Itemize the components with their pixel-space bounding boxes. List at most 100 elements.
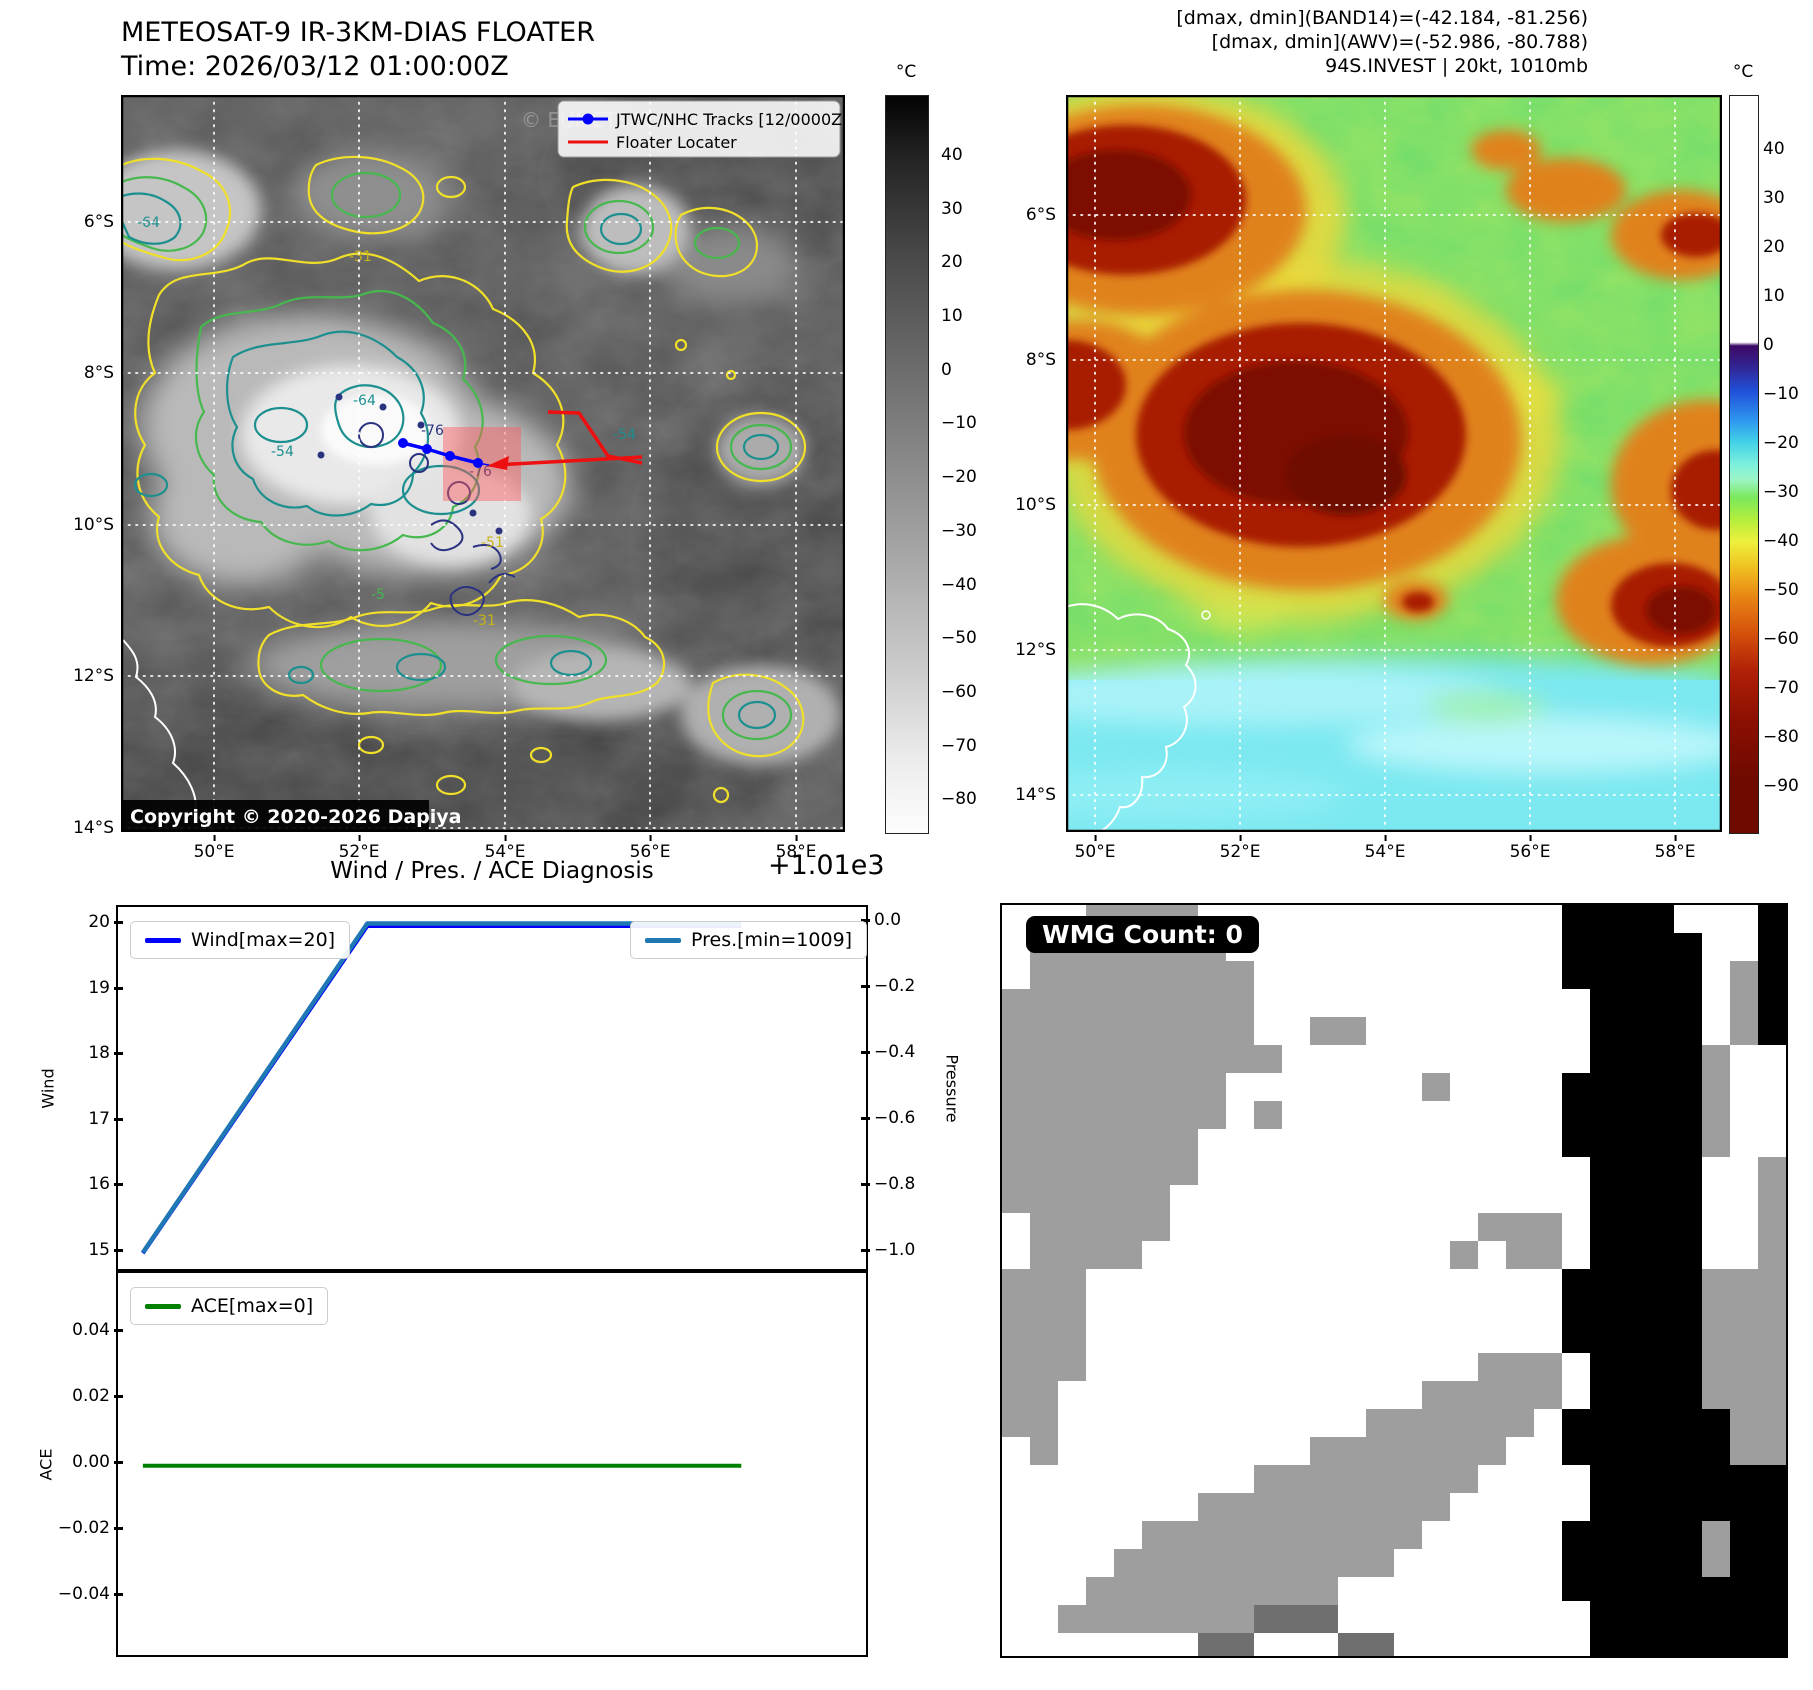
tick-label: −80 xyxy=(941,789,977,809)
tick-label: 40 xyxy=(1763,139,1785,159)
tick-label: −20 xyxy=(1763,433,1799,453)
dmax-dmin-band14: [dmax, dmin](BAND14)=(-42.184, -81.256) xyxy=(1176,7,1588,29)
coastline xyxy=(1066,603,1197,832)
right-map-frame xyxy=(1066,95,1722,832)
tick-label: 8°S xyxy=(1025,350,1056,370)
contour-label: -64 xyxy=(137,215,160,231)
tick-label: −50 xyxy=(1763,580,1799,600)
wind-pres-plot xyxy=(141,921,742,1255)
tick-label: −40 xyxy=(1763,531,1799,551)
right-panel-header: [dmax, dmin](BAND14)=(-42.184, -81.256) … xyxy=(1000,6,1588,78)
wind-legend-label: Wind[max=20] xyxy=(191,929,336,951)
right-colorbar-unit: °C xyxy=(1732,62,1754,82)
left-map-frame xyxy=(121,95,845,832)
wind-axis-label: Wind xyxy=(38,1068,58,1109)
tick-label: 58°E xyxy=(1654,835,1696,862)
contour-label: -5 xyxy=(371,587,385,603)
contour-labels: -64 -31 -64 -54 -76 -76 -54 -51 -31 -5 xyxy=(137,215,636,629)
wind-series-line xyxy=(141,924,742,1255)
tick-label: 20 xyxy=(941,252,963,272)
tick-label: −0.8 xyxy=(860,1174,916,1194)
pressure-legend-label: Pres.[min=1009] xyxy=(691,929,853,951)
pressure-axis-label: Pressure xyxy=(942,1054,962,1123)
tick-label: 0 xyxy=(941,360,952,380)
tick-label: 10 xyxy=(1763,286,1785,306)
tick-label: 8°S xyxy=(83,363,114,383)
wind-pres-subplot-frame xyxy=(116,905,868,1271)
wmg-count-badge: WMG Count: 0 xyxy=(1026,916,1259,953)
pressure-legend: Pres.[min=1009] xyxy=(630,921,868,959)
tick-label: −60 xyxy=(941,682,977,702)
jtwc-track xyxy=(398,438,500,468)
tick-label: −0.02 xyxy=(57,1518,124,1538)
tick-label: 54°E xyxy=(484,835,526,862)
ace-plot xyxy=(142,1463,742,1468)
invest-status: 94S.INVEST | 20kt, 1010mb xyxy=(1325,55,1588,77)
tick-label: −30 xyxy=(1763,482,1799,502)
wind-axis-ticks: 20 19 18 17 16 15 xyxy=(40,905,123,1271)
tick-label: 56°E xyxy=(629,835,671,862)
tick-label: 54°E xyxy=(1364,835,1406,862)
contour-label: -51 xyxy=(481,535,504,551)
tick-label: 52°E xyxy=(1219,835,1261,862)
tick-label: −20 xyxy=(941,467,977,487)
pressure-legend-swatch xyxy=(645,937,681,943)
ir-grayscale-map: -64 -31 -64 -54 -76 -76 -54 -51 -31 -5 xyxy=(121,95,845,832)
left-colorbar-unit: °C xyxy=(895,62,917,82)
tick-label: −0.2 xyxy=(860,976,916,996)
contour-label: -31 xyxy=(473,613,496,629)
contour-label: -54 xyxy=(613,427,636,443)
tick-label: 0 xyxy=(1763,335,1774,355)
tick-label: −50 xyxy=(941,628,977,648)
contour-label: -54 xyxy=(271,444,294,460)
ace-axis-ticks: 0.04 0.02 0.00 −0.02 −0.04 xyxy=(40,1271,124,1657)
page-title: METEOSAT-9 IR-3KM-DIAS FLOATER xyxy=(121,17,596,48)
tick-label: 15 xyxy=(88,1240,123,1260)
contour-label: -64 xyxy=(353,393,376,409)
tick-label: 20 xyxy=(88,912,123,932)
wind-legend-swatch xyxy=(145,937,181,943)
tick-label: 50°E xyxy=(193,835,235,862)
right-colorbar xyxy=(1729,95,1759,834)
tick-label: 52°E xyxy=(338,835,380,862)
tick-label: 20 xyxy=(1763,237,1785,257)
tick-label: 56°E xyxy=(1509,835,1551,862)
ir-contours xyxy=(121,155,807,804)
tick-label: −0.04 xyxy=(57,1584,124,1604)
contour-label: -31 xyxy=(349,249,372,265)
chart-title: Wind / Pres. / ACE Diagnosis xyxy=(330,858,654,884)
left-panel-title-block: METEOSAT-9 IR-3KM-DIAS FLOATER Time: 202… xyxy=(121,16,595,84)
right-map-lat-ticks: 6°S 8°S 10°S 12°S 14°S xyxy=(984,95,1056,832)
page-subtitle: Time: 2026/03/12 01:00:00Z xyxy=(121,51,509,82)
tick-label: 30 xyxy=(1763,188,1785,208)
axis-offset-text: +1.01e3 xyxy=(768,850,885,881)
wmg-mask xyxy=(1002,905,1786,1656)
tick-label: 14°S xyxy=(73,818,114,838)
pressure-series-line xyxy=(141,921,742,1254)
tick-label: 18 xyxy=(88,1043,123,1063)
tick-label: −10 xyxy=(1763,384,1799,404)
legend-tracks-label: JTWC/NHC Tracks [12/0000Z] xyxy=(615,110,845,129)
tick-label: −40 xyxy=(941,575,977,595)
tick-label: 10°S xyxy=(1015,495,1056,515)
ace-legend-swatch xyxy=(145,1303,181,1309)
tick-label: −0.6 xyxy=(860,1108,916,1128)
left-map-lon-ticks: 50°E 52°E 54°E 56°E 58°E xyxy=(121,835,845,862)
right-map-lon-ticks: 50°E 52°E 54°E 56°E 58°E xyxy=(1066,835,1722,862)
tick-label: 17 xyxy=(88,1109,123,1129)
contour-label: -76 xyxy=(469,464,492,480)
ace-legend: ACE[max=0] xyxy=(130,1287,329,1325)
pressure-axis-ticks: 0.0 −0.2 −0.4 −0.6 −0.8 −1.0 xyxy=(860,905,950,1271)
tick-label: −90 xyxy=(1763,776,1799,796)
ir-enhanced-map xyxy=(1066,95,1722,832)
tick-label: −1.0 xyxy=(860,1240,916,1260)
right-colorbar-ticks: 40 30 20 10 0 −10 −20 −30 −40 −50 −60 −70 −80 −90 xyxy=(1763,95,1813,832)
left-map-lat-ticks: 6°S 8°S 10°S 12°S 14°S xyxy=(36,95,114,838)
tick-label: 10°S xyxy=(73,515,114,535)
tick-label: −60 xyxy=(1763,629,1799,649)
tick-label: 12°S xyxy=(1015,640,1056,660)
tick-label: 10 xyxy=(941,306,963,326)
tick-label: 30 xyxy=(941,199,963,219)
tick-label: 19 xyxy=(88,978,123,998)
contour-label: -76 xyxy=(421,423,444,439)
